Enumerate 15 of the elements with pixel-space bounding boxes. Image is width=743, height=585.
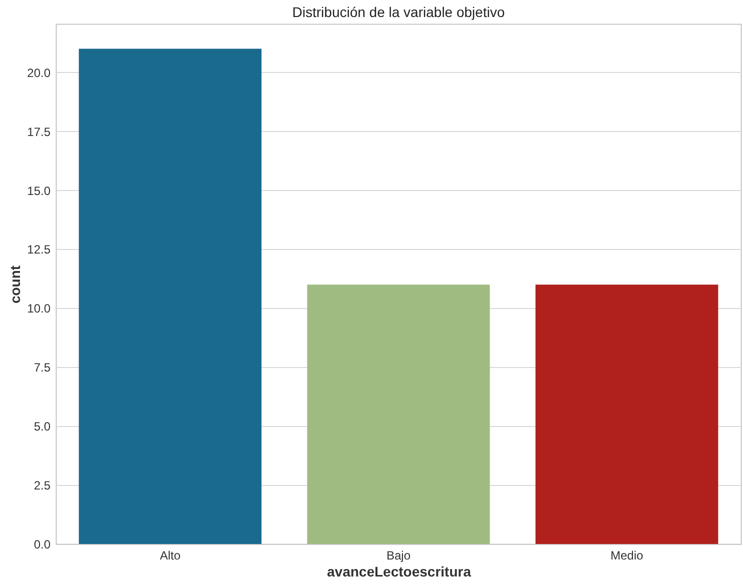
- chart-title: Distribución de la variable objetivo: [292, 4, 505, 20]
- y-tick-label: 20.0: [27, 66, 51, 80]
- y-tick-label: 5.0: [34, 420, 51, 434]
- y-tick-label: 0.0: [34, 538, 51, 552]
- x-tick-label: Alto: [160, 548, 181, 562]
- x-tick-label: Bajo: [386, 548, 411, 562]
- y-tick-label: 2.5: [34, 478, 51, 493]
- y-tick-label: 17.5: [27, 124, 51, 139]
- x-tick-label: Medio: [610, 548, 644, 562]
- y-tick-label: 7.5: [34, 360, 51, 375]
- x-axis-title: avanceLectoescritura: [327, 564, 472, 580]
- y-axis-title: count: [7, 265, 24, 304]
- y-tick-label: 12.5: [27, 242, 51, 257]
- y-tick-label: 10.0: [27, 302, 51, 316]
- y-tick-label: 15.0: [27, 184, 51, 198]
